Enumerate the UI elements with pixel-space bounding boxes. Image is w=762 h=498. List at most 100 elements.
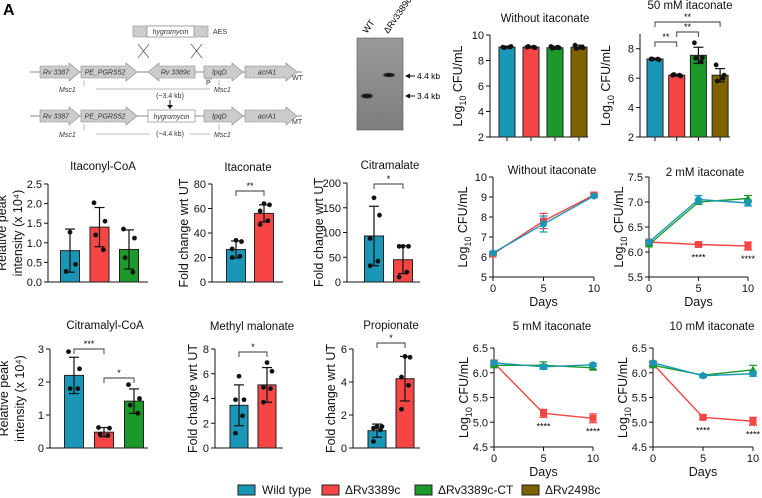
x-tick-label: 5 <box>540 283 546 295</box>
legend-label: Wild type <box>262 483 312 497</box>
gene-arrow <box>147 62 196 82</box>
data-point <box>233 430 238 436</box>
y-axis-label: Log10 CFU/mL <box>456 187 473 268</box>
y-label-part: CFU/mL <box>612 187 626 237</box>
y-tick-label: 6.0 <box>632 368 647 380</box>
data-point <box>744 242 752 250</box>
data-point <box>671 72 677 77</box>
data-point <box>240 413 245 419</box>
gene-label: PE_PGRS52 <box>85 70 126 77</box>
significance-label: ** <box>662 32 670 42</box>
y-tick-label: 8 <box>481 212 487 224</box>
data-point <box>105 433 111 438</box>
data-point <box>377 212 382 218</box>
data-point <box>229 246 235 252</box>
y-tick-label: 3 <box>38 344 44 356</box>
bar-Wild type <box>646 58 664 138</box>
y-axis-label: Relative peak <box>0 194 9 270</box>
data-point <box>540 363 547 371</box>
data-point <box>121 226 126 232</box>
data-point <box>132 235 137 241</box>
data-point <box>507 44 513 50</box>
y-tick-label: 2.5 <box>27 179 42 191</box>
gel-band-4.4kb <box>382 72 396 78</box>
y-tick-label: 2 <box>341 410 347 422</box>
data-point <box>102 218 108 224</box>
down-arrow-head <box>167 105 173 109</box>
hygromycin-label: hygromycin <box>153 29 189 36</box>
gene-label: Rv 3387 <box>43 70 70 77</box>
gene-label: acrA1 <box>258 70 276 77</box>
significance-label: * <box>387 174 391 184</box>
data-point <box>645 238 653 246</box>
crossover-marks <box>137 43 203 59</box>
data-point <box>261 384 266 390</box>
data-point <box>698 59 704 65</box>
y-label-part: Log <box>451 106 465 127</box>
data-point <box>93 232 99 238</box>
data-point <box>695 241 702 248</box>
significance-label: **** <box>741 254 756 264</box>
data-point <box>378 427 383 433</box>
chart-title: 2 mM itaconate <box>666 167 745 179</box>
y-tick-label: 2 <box>38 377 44 389</box>
y-tick-label: 5.0 <box>632 417 647 429</box>
x-tick-label: 10 <box>742 283 754 295</box>
data-point <box>590 192 598 200</box>
x-tick-label: 5 <box>695 283 701 295</box>
chart-title: Itaconate <box>224 162 271 174</box>
marker-3.4kb: 3.4 kb <box>417 91 440 101</box>
data-point <box>67 229 73 235</box>
data-point <box>233 397 238 403</box>
wt-fragment-size: (~3.4 kb) <box>156 93 184 100</box>
x-axis-label: Days <box>689 465 717 479</box>
data-point <box>229 255 235 260</box>
data-point <box>720 75 726 81</box>
y-axis-label: Fold change wrt UT <box>177 178 191 287</box>
y-label-subscript: 10 <box>463 237 473 247</box>
y-tick-label: 7.0 <box>628 197 643 209</box>
y-label-part: Log <box>616 417 630 438</box>
significance-label: ** <box>684 22 692 32</box>
y-tick-label: 1.5 <box>27 218 42 230</box>
legend-swatch-rv3389c <box>321 484 340 496</box>
gene-knockout-diagram: hygromycin AES Rv 3387 PE_PGRS52 Rv 3389c l… <box>30 25 304 139</box>
significance-bracket <box>235 190 265 196</box>
x-tick-label: 5 <box>700 453 706 465</box>
y-tick-label: 8 <box>628 44 634 56</box>
y-tick-label: 4 <box>203 394 209 406</box>
y-label-subscript: 10 <box>606 95 616 105</box>
y-tick-label: 0.5 <box>27 257 42 269</box>
x-tick-label: 0 <box>490 283 496 295</box>
y-axis-label: Log10 CFU/mL <box>612 187 629 268</box>
hygromycin-box <box>146 25 195 38</box>
y-tick-label: 5 <box>481 272 487 284</box>
y-tick-label: 6 <box>203 369 209 381</box>
significance-label: **** <box>696 425 711 435</box>
significance-label: * <box>389 333 393 343</box>
data-point <box>399 374 404 380</box>
data-point <box>677 72 682 78</box>
y-tick-label: 2 <box>628 132 634 144</box>
y-axis-label: Fold change wrt UT <box>324 344 338 453</box>
data-point <box>396 243 402 249</box>
southern-blot: WT ΔRv3389c 4.4 kb 3.4 kb <box>356 0 440 131</box>
x-tick-label: 0 <box>646 283 652 295</box>
significance-bracket <box>238 351 268 357</box>
gel-lane-wt: WT <box>360 18 377 36</box>
data-point <box>489 249 497 257</box>
y-label-part: CFU/mL <box>456 187 470 237</box>
gene-arrow <box>80 106 138 126</box>
bar-ΔRv2498c <box>711 74 729 138</box>
data-point <box>137 396 142 401</box>
y-tick-label: 80 <box>194 179 206 191</box>
chart-title: Propionate <box>363 320 419 332</box>
gene-arrow <box>203 106 244 126</box>
y-tick-label: 6 <box>341 344 347 356</box>
y-tick-label: 6.5 <box>628 222 643 234</box>
data-point <box>525 44 531 49</box>
y-tick-label: 2 <box>478 132 484 144</box>
